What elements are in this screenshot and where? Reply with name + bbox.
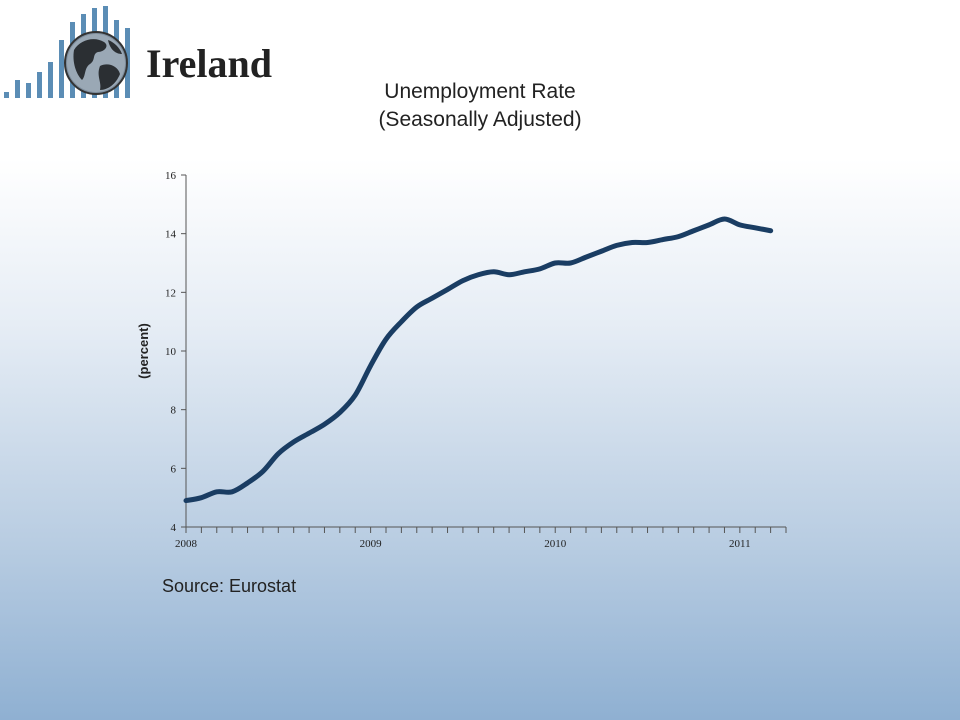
x-tick-label: 2010	[544, 538, 567, 550]
chart-title: Unemployment Rate (Seasonally Adjusted)	[330, 78, 630, 134]
x-tick-label: 2008	[175, 538, 198, 550]
y-tick-label: 8	[171, 405, 177, 417]
y-tick-label: 16	[165, 170, 177, 182]
y-tick-label: 6	[171, 463, 177, 475]
chart-title-line-2: (Seasonally Adjusted)	[378, 108, 582, 131]
y-tick-label: 12	[165, 287, 176, 299]
x-tick-label: 2011	[729, 538, 751, 550]
source-note: Source: Eurostat	[162, 576, 297, 596]
y-axis-title: (percent)	[136, 323, 151, 379]
series-line	[183, 216, 774, 504]
y-tick-label: 14	[165, 229, 177, 241]
y-tick-label: 4	[171, 522, 177, 534]
chart-title-line-1: Unemployment Rate	[384, 80, 576, 103]
x-tick-label: 2009	[360, 538, 383, 550]
globe-with-bar-chart-icon	[4, 6, 130, 98]
y-tick-label: 10	[165, 346, 177, 358]
country-title: Ireland	[146, 41, 272, 86]
